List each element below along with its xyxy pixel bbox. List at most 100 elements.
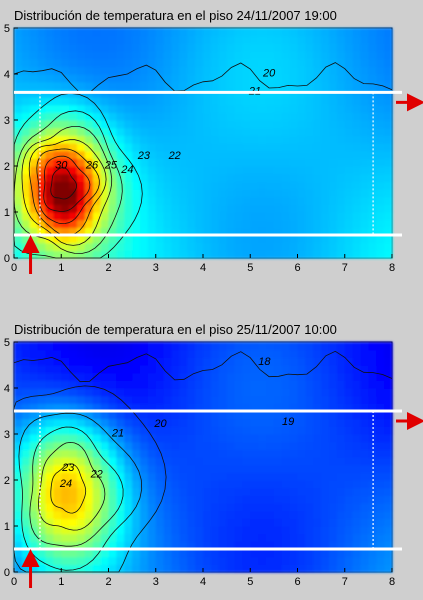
- heat-cell: [21, 526, 31, 535]
- heat-cell: [344, 457, 354, 466]
- heat-cell: [171, 204, 180, 213]
- heat-cell: [147, 127, 157, 136]
- heat-cell: [329, 227, 338, 236]
- heat-cell: [195, 212, 204, 221]
- heat-cell: [203, 418, 212, 427]
- heat-cell: [329, 66, 338, 75]
- heat-cell: [77, 97, 86, 106]
- heat-cell: [305, 28, 314, 37]
- x-tick-label: 8: [389, 262, 395, 274]
- heat-cell: [266, 549, 275, 558]
- heat-cell: [203, 150, 212, 159]
- heat-cell: [171, 242, 180, 251]
- heat-cell: [163, 204, 173, 213]
- heat-cell: [163, 533, 173, 542]
- heat-cell: [179, 533, 188, 542]
- heat-cell: [289, 227, 299, 236]
- heat-cell: [258, 189, 267, 198]
- heat-cell: [77, 510, 86, 519]
- heat-cell: [250, 395, 259, 404]
- heat-cell: [203, 480, 212, 489]
- heat-cell: [132, 51, 141, 60]
- heat-cell: [289, 342, 299, 351]
- heat-cell: [155, 112, 165, 121]
- heat-cell: [289, 564, 299, 573]
- heat-cell: [21, 388, 31, 397]
- heat-cell: [305, 51, 314, 60]
- heat-cell: [250, 487, 259, 496]
- heat-cell: [360, 58, 369, 67]
- heat-cell: [132, 503, 141, 512]
- heat-cell: [92, 380, 102, 389]
- heat-cell: [163, 189, 173, 198]
- heat-cell: [281, 219, 291, 228]
- heat-cell: [203, 120, 212, 129]
- contour-label: 20: [262, 67, 276, 79]
- heat-cell: [45, 441, 54, 450]
- heat-cell: [313, 365, 322, 374]
- heat-cell: [234, 426, 243, 435]
- heat-cell: [124, 181, 133, 190]
- heat-cell: [124, 242, 133, 251]
- heat-cell: [116, 158, 125, 167]
- heat-cell: [84, 480, 94, 489]
- chart-panel-1: Distribución de temperatura en el piso 2…: [4, 8, 423, 274]
- heat-cell: [61, 150, 70, 159]
- heat-cell: [203, 549, 212, 558]
- heat-cell: [163, 426, 173, 435]
- heat-cell: [100, 120, 110, 129]
- heat-cell: [124, 464, 133, 473]
- heat-cell: [195, 250, 204, 259]
- heat-cell: [273, 173, 283, 182]
- heat-cell: [329, 81, 338, 90]
- heat-cell: [195, 204, 204, 213]
- heat-cell: [258, 518, 267, 527]
- heat-cell: [124, 81, 133, 90]
- heat-cell: [37, 235, 47, 244]
- heat-cell: [21, 395, 31, 404]
- heat-cell: [14, 564, 23, 573]
- heat-cell: [210, 418, 220, 427]
- heat-cell: [250, 441, 259, 450]
- heat-cell: [116, 518, 125, 527]
- heat-cell: [273, 365, 283, 374]
- heat-cell: [84, 510, 94, 519]
- heat-cell: [53, 357, 62, 366]
- heat-cell: [92, 403, 102, 412]
- heat-cell: [234, 434, 243, 443]
- heat-cell: [132, 173, 141, 182]
- heat-cell: [179, 472, 188, 481]
- heat-cell: [155, 166, 165, 175]
- heat-cell: [171, 365, 180, 374]
- heat-cell: [163, 166, 173, 175]
- heat-cell: [29, 541, 39, 550]
- heat-cell: [218, 58, 228, 67]
- heat-cell: [368, 449, 377, 458]
- heat-cell: [297, 212, 306, 221]
- heat-cell: [77, 112, 86, 121]
- heat-cell: [329, 441, 338, 450]
- heat-cell: [289, 28, 299, 37]
- heat-cell: [53, 66, 62, 75]
- heat-cell: [61, 487, 70, 496]
- heat-cell: [61, 395, 70, 404]
- heat-cell: [218, 235, 228, 244]
- heat-cell: [250, 204, 259, 213]
- contour-line: [13, 350, 393, 383]
- heat-cell: [226, 127, 236, 136]
- heat-cell: [210, 380, 220, 389]
- heat-cell: [155, 564, 165, 573]
- heat-cell: [226, 518, 236, 527]
- heat-cell: [360, 120, 369, 129]
- heat-cell: [108, 219, 117, 228]
- heat-cell: [132, 219, 141, 228]
- heat-cell: [297, 150, 306, 159]
- heat-cell: [179, 219, 188, 228]
- heat-cell: [360, 403, 369, 412]
- heat-cell: [14, 480, 23, 489]
- heat-cell: [147, 120, 157, 129]
- heat-cell: [273, 434, 283, 443]
- heat-cell: [250, 464, 259, 473]
- heat-cell: [29, 104, 39, 113]
- heat-cell: [250, 97, 259, 106]
